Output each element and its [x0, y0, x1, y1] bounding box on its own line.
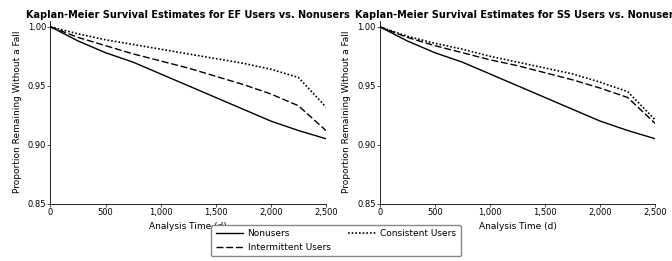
Y-axis label: Proportion Remaining Without a Fall: Proportion Remaining Without a Fall: [343, 31, 351, 193]
X-axis label: Analysis Time (d): Analysis Time (d): [478, 222, 556, 231]
Title: Kaplan-Meier Survival Estimates for SS Users vs. Nonusers: Kaplan-Meier Survival Estimates for SS U…: [355, 10, 672, 20]
Title: Kaplan-Meier Survival Estimates for EF Users vs. Nonusers: Kaplan-Meier Survival Estimates for EF U…: [26, 10, 350, 20]
Legend: Nonusers, Intermittent Users, Consistent Users: Nonusers, Intermittent Users, Consistent…: [212, 225, 460, 257]
Y-axis label: Proportion Remaining Without a Fall: Proportion Remaining Without a Fall: [13, 31, 22, 193]
X-axis label: Analysis Time (d): Analysis Time (d): [149, 222, 227, 231]
